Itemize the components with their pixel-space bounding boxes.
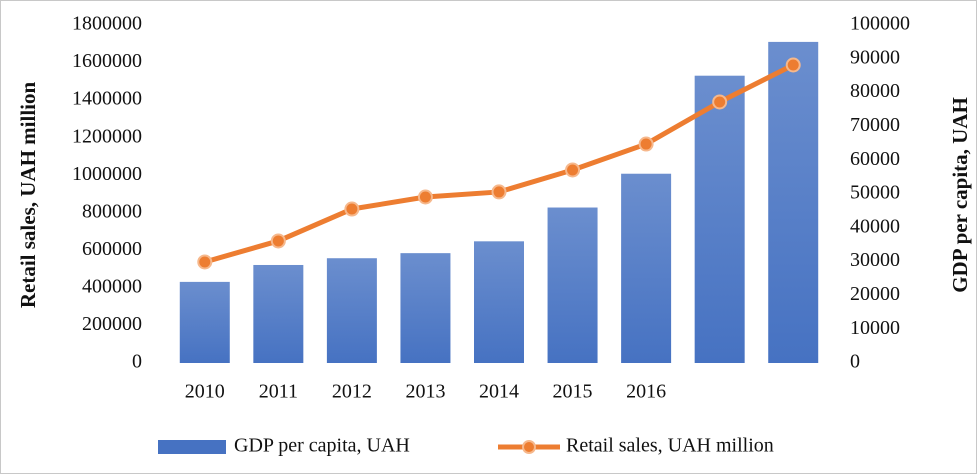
line-marker: [344, 201, 360, 217]
line-marker: [565, 162, 581, 178]
y2-tick-label: 80000: [850, 80, 900, 102]
y2-tick-label: 10000: [850, 317, 900, 339]
legend-label: GDP per capita, UAH: [234, 435, 410, 457]
y-tick-label: 1400000: [72, 88, 142, 110]
y-axis-title: Retail sales, UAH million: [16, 82, 40, 309]
y2-tick-label: 70000: [850, 114, 900, 136]
y2-tick-label: 60000: [850, 148, 900, 170]
y-tick-label: 800000: [82, 200, 142, 222]
y-tick-label: 1600000: [72, 50, 142, 72]
bar: [694, 75, 745, 363]
bar: [179, 281, 230, 363]
line-marker: [197, 254, 213, 270]
y2-tick-label: 20000: [850, 283, 900, 305]
y2-tick-label: 40000: [850, 215, 900, 237]
line-marker: [270, 233, 286, 249]
y-tick-label: 200000: [82, 313, 142, 335]
x-tick-label: 2012: [332, 381, 372, 403]
legend-label: Retail sales, UAH million: [566, 435, 774, 457]
x-tick-label: 2016: [626, 381, 666, 403]
x-tick-label: 2013: [405, 381, 445, 403]
y2-axis-title: GDP per capita, UAH: [948, 97, 972, 293]
y2-tick-label: 0: [850, 351, 860, 373]
bar: [547, 207, 598, 363]
bar: [326, 258, 377, 363]
y2-tick-label: 90000: [850, 46, 900, 68]
y2-tick-label: 30000: [850, 249, 900, 271]
line-marker: [785, 57, 801, 73]
y-tick-label: 400000: [82, 275, 142, 297]
bar: [621, 173, 672, 363]
y-tick-label: 1200000: [72, 125, 142, 147]
x-tick-label: 2011: [259, 381, 298, 403]
bar: [400, 253, 451, 363]
line-marker: [712, 94, 728, 110]
x-tick-label: 2010: [185, 381, 225, 403]
legend-swatch-marker: [522, 440, 536, 454]
y2-tick-label: 100000: [850, 13, 910, 35]
y2-tick-label: 50000: [850, 182, 900, 204]
x-tick-label: 2014: [479, 381, 519, 403]
bar: [474, 241, 524, 363]
legend-swatch: [158, 440, 226, 454]
x-tick-label: 2015: [553, 381, 593, 403]
y-tick-label: 1800000: [72, 13, 142, 35]
line-marker: [417, 189, 433, 205]
y-tick-label: 1000000: [72, 163, 142, 185]
bar: [253, 264, 304, 363]
y-tick-label: 0: [132, 351, 142, 373]
y-tick-label: 600000: [82, 238, 142, 260]
bar: [768, 41, 819, 364]
line-marker: [491, 184, 507, 200]
line-marker: [638, 136, 654, 152]
